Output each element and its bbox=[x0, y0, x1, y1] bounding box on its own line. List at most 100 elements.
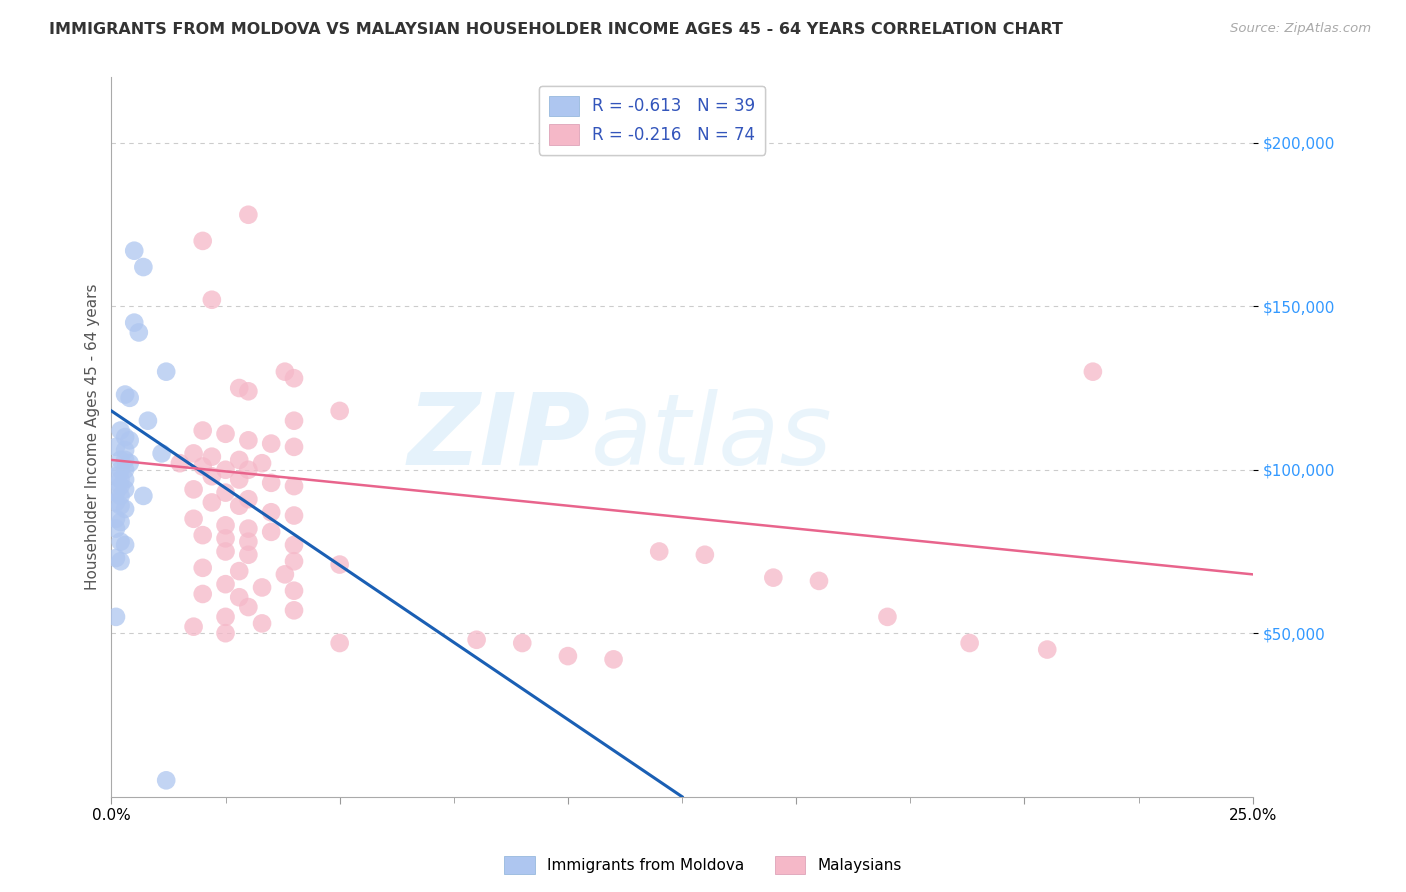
Point bbox=[122, 244, 145, 258]
Point bbox=[191, 424, 214, 438]
Point bbox=[283, 414, 305, 428]
Point bbox=[214, 485, 236, 500]
Point bbox=[807, 574, 830, 588]
Point bbox=[228, 591, 250, 605]
Point bbox=[114, 387, 136, 401]
Point bbox=[110, 489, 132, 503]
Point bbox=[214, 426, 236, 441]
Point bbox=[283, 479, 305, 493]
Point bbox=[214, 626, 236, 640]
Point bbox=[228, 564, 250, 578]
Point bbox=[329, 636, 352, 650]
Point bbox=[191, 459, 214, 474]
Text: ZIP: ZIP bbox=[408, 389, 591, 485]
Point bbox=[228, 473, 250, 487]
Point bbox=[214, 518, 236, 533]
Point bbox=[250, 616, 273, 631]
Legend: R = -0.613   N = 39, R = -0.216   N = 74: R = -0.613 N = 39, R = -0.216 N = 74 bbox=[538, 86, 765, 155]
Point bbox=[228, 499, 250, 513]
Point bbox=[114, 430, 136, 444]
Point bbox=[114, 453, 136, 467]
Point bbox=[283, 583, 305, 598]
Point bbox=[329, 558, 352, 572]
Point bbox=[136, 414, 159, 428]
Point bbox=[260, 475, 283, 490]
Point bbox=[283, 440, 305, 454]
Point bbox=[201, 293, 224, 307]
Point bbox=[110, 473, 132, 487]
Point bbox=[191, 234, 214, 248]
Point bbox=[283, 554, 305, 568]
Point bbox=[191, 587, 214, 601]
Point bbox=[214, 544, 236, 558]
Point bbox=[214, 463, 236, 477]
Point bbox=[118, 391, 141, 405]
Point bbox=[132, 260, 155, 274]
Point bbox=[191, 528, 214, 542]
Point bbox=[114, 463, 136, 477]
Y-axis label: Householder Income Ages 45 - 64 years: Householder Income Ages 45 - 64 years bbox=[86, 284, 100, 591]
Point bbox=[250, 456, 273, 470]
Point bbox=[201, 495, 224, 509]
Point bbox=[118, 456, 141, 470]
Point bbox=[602, 652, 624, 666]
Point bbox=[510, 636, 533, 650]
Point bbox=[228, 381, 250, 395]
Point bbox=[128, 326, 150, 340]
Point bbox=[114, 502, 136, 516]
Point bbox=[104, 610, 127, 624]
Point bbox=[283, 508, 305, 523]
Point bbox=[132, 489, 155, 503]
Point bbox=[104, 485, 127, 500]
Point bbox=[283, 371, 305, 385]
Text: IMMIGRANTS FROM MOLDOVA VS MALAYSIAN HOUSEHOLDER INCOME AGES 45 - 64 YEARS CORRE: IMMIGRANTS FROM MOLDOVA VS MALAYSIAN HOU… bbox=[49, 22, 1063, 37]
Point bbox=[238, 548, 260, 562]
Point bbox=[1081, 365, 1104, 379]
Point bbox=[214, 532, 236, 546]
Point bbox=[114, 483, 136, 497]
Point bbox=[104, 440, 127, 454]
Point bbox=[110, 424, 132, 438]
Point bbox=[150, 446, 173, 460]
Point bbox=[329, 404, 352, 418]
Point bbox=[201, 469, 224, 483]
Point bbox=[110, 499, 132, 513]
Point bbox=[122, 316, 145, 330]
Point bbox=[104, 495, 127, 509]
Point bbox=[104, 551, 127, 566]
Point bbox=[155, 365, 177, 379]
Point bbox=[169, 456, 191, 470]
Point bbox=[693, 548, 716, 562]
Point bbox=[465, 632, 488, 647]
Point bbox=[110, 554, 132, 568]
Point bbox=[238, 534, 260, 549]
Point bbox=[183, 446, 205, 460]
Point bbox=[214, 610, 236, 624]
Point bbox=[114, 443, 136, 458]
Point bbox=[183, 483, 205, 497]
Point bbox=[557, 649, 579, 664]
Point bbox=[250, 581, 273, 595]
Point bbox=[260, 436, 283, 450]
Point bbox=[110, 453, 132, 467]
Point bbox=[274, 567, 297, 582]
Point bbox=[104, 522, 127, 536]
Point bbox=[201, 450, 224, 464]
Point bbox=[238, 434, 260, 448]
Text: atlas: atlas bbox=[591, 389, 832, 485]
Point bbox=[104, 469, 127, 483]
Point bbox=[959, 636, 981, 650]
Point bbox=[648, 544, 671, 558]
Point bbox=[104, 512, 127, 526]
Text: Source: ZipAtlas.com: Source: ZipAtlas.com bbox=[1230, 22, 1371, 36]
Point bbox=[283, 538, 305, 552]
Point bbox=[110, 515, 132, 529]
Point bbox=[876, 610, 898, 624]
Point bbox=[110, 534, 132, 549]
Point bbox=[260, 505, 283, 519]
Point bbox=[214, 577, 236, 591]
Point bbox=[274, 365, 297, 379]
Point bbox=[191, 561, 214, 575]
Point bbox=[155, 773, 177, 788]
Point bbox=[228, 453, 250, 467]
